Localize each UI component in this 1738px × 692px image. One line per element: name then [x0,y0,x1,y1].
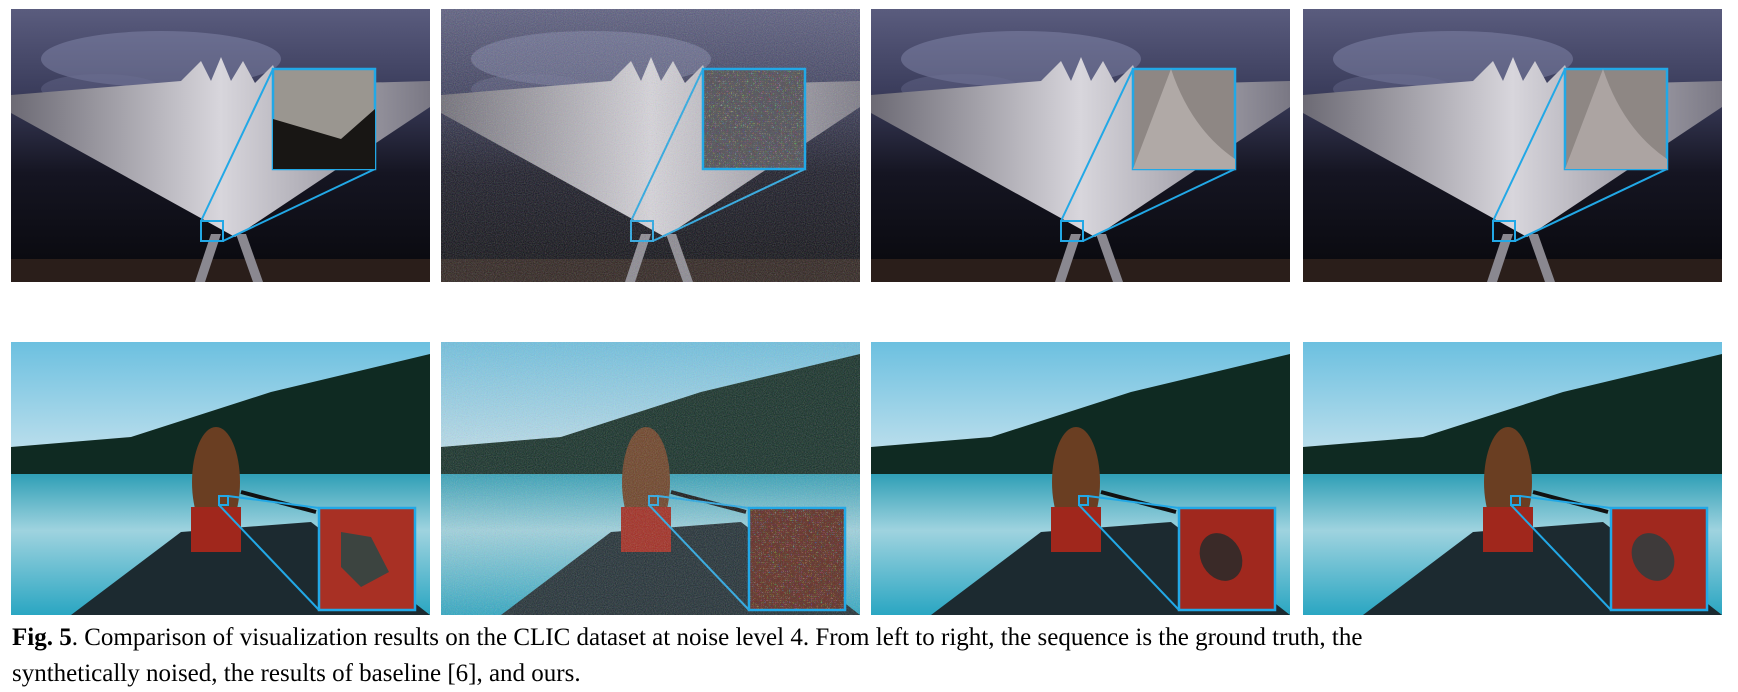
tent-ground-truth [10,8,431,283]
caption-label: Fig. 5 [12,624,72,651]
lake-noised [439,340,862,615]
tent-ours [1302,8,1723,283]
tent-baseline [870,8,1291,283]
lake-ground-truth [9,340,432,615]
caption-line: Fig. 5. Comparison of visualization resu… [12,620,1362,656]
tent-noised [440,8,861,283]
lake-baseline [869,340,1292,615]
figure-images [9,8,1724,615]
lake-ours [1301,340,1724,615]
caption-text: . Comparison of visualization results on… [71,624,1363,651]
figure-caption: Fig. 5. Comparison of visualization resu… [12,620,1362,692]
caption-text: synthetically noised, the results of bas… [12,660,581,687]
